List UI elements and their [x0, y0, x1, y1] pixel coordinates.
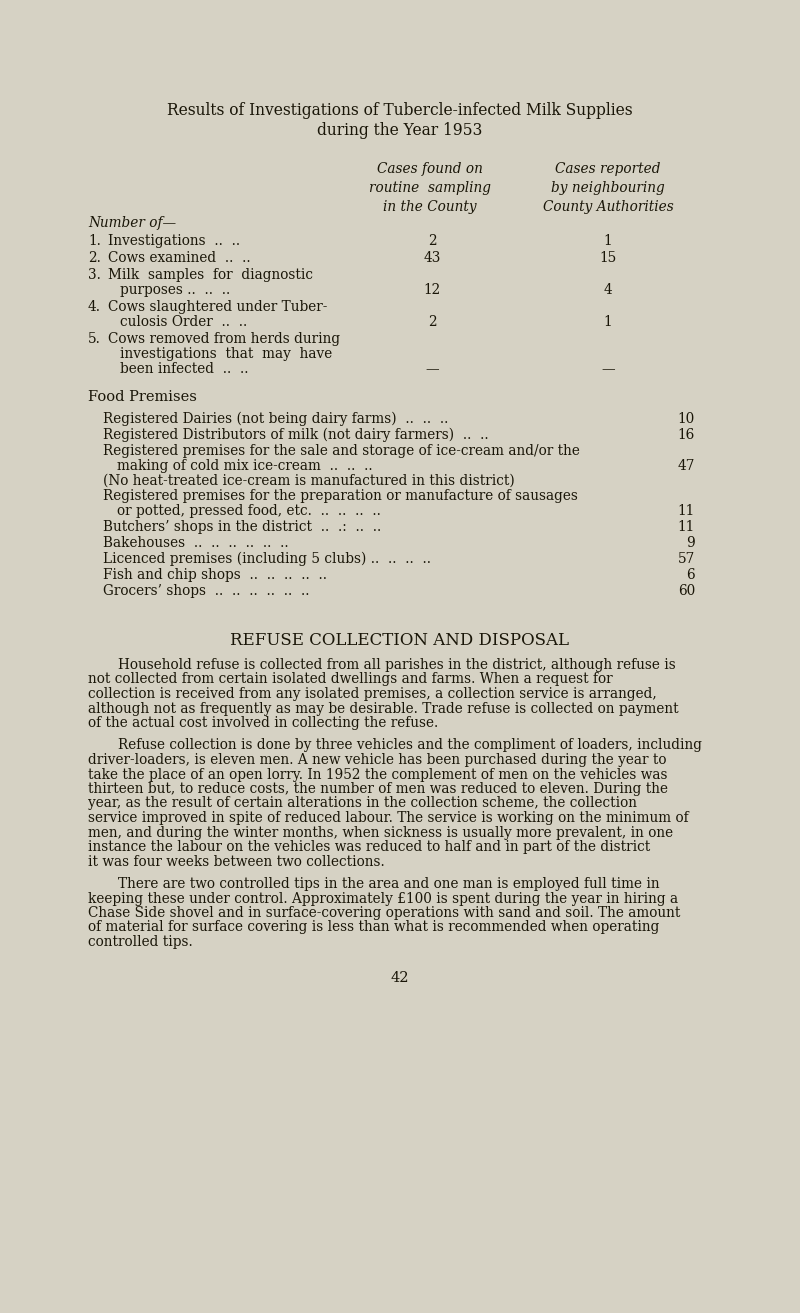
Text: keeping these under control. Approximately £100 is spent during the year in hiri: keeping these under control. Approximate… — [88, 892, 678, 906]
Text: Cows removed from herds during: Cows removed from herds during — [108, 332, 340, 347]
Text: of material for surface covering is less than what is recommended when operating: of material for surface covering is less… — [88, 920, 659, 935]
Text: Cows examined  ..  ..: Cows examined .. .. — [108, 251, 250, 265]
Text: investigations  that  may  have: investigations that may have — [120, 347, 332, 361]
Text: Cows slaughtered under Tuber-: Cows slaughtered under Tuber- — [108, 299, 327, 314]
Text: Registered premises for the sale and storage of ice-cream and/or the: Registered premises for the sale and sto… — [103, 444, 580, 458]
Text: Investigations  ..  ..: Investigations .. .. — [108, 234, 240, 248]
Text: not collected from certain isolated dwellings and farms. When a request for: not collected from certain isolated dwel… — [88, 672, 613, 687]
Text: 6: 6 — [686, 569, 695, 582]
Text: (No heat-treated ice-cream is manufactured in this district): (No heat-treated ice-cream is manufactur… — [103, 474, 514, 488]
Text: controlled tips.: controlled tips. — [88, 935, 193, 949]
Text: 57: 57 — [678, 551, 695, 566]
Text: There are two controlled tips in the area and one man is employed full time in: There are two controlled tips in the are… — [118, 877, 660, 892]
Text: 2: 2 — [428, 315, 436, 330]
Text: Cases reported
by neighbouring
County Authorities: Cases reported by neighbouring County Au… — [542, 161, 674, 214]
Text: take the place of an open lorry. In 1952 the complement of men on the vehicles w: take the place of an open lorry. In 1952… — [88, 768, 667, 781]
Text: Registered premises for the preparation or manufacture of sausages: Registered premises for the preparation … — [103, 488, 578, 503]
Text: culosis Order  ..  ..: culosis Order .. .. — [120, 315, 247, 330]
Text: 11: 11 — [678, 504, 695, 519]
Text: 43: 43 — [423, 251, 441, 265]
Text: although not as frequently as may be desirable. Trade refuse is collected on pay: although not as frequently as may be des… — [88, 701, 678, 716]
Text: Fish and chip shops  ..  ..  ..  ..  ..: Fish and chip shops .. .. .. .. .. — [103, 569, 327, 582]
Text: purposes ..  ..  ..: purposes .. .. .. — [120, 284, 230, 297]
Text: 10: 10 — [678, 412, 695, 425]
Text: Refuse collection is done by three vehicles and the compliment of loaders, inclu: Refuse collection is done by three vehic… — [118, 738, 702, 752]
Text: —: — — [601, 362, 615, 376]
Text: it was four weeks between two collections.: it was four weeks between two collection… — [88, 855, 385, 868]
Text: 3.: 3. — [88, 268, 101, 282]
Text: Milk  samples  for  diagnostic: Milk samples for diagnostic — [108, 268, 313, 282]
Text: Butchers’ shops in the district  ..  .:  ..  ..: Butchers’ shops in the district .. .: ..… — [103, 520, 382, 534]
Text: of the actual cost involved in collecting the refuse.: of the actual cost involved in collectin… — [88, 716, 438, 730]
Text: Registered Distributors of milk (not dairy farmers)  ..  ..: Registered Distributors of milk (not dai… — [103, 428, 489, 442]
Text: 4: 4 — [604, 284, 612, 297]
Text: thirteen but, to reduce costs, the number of men was reduced to eleven. During t: thirteen but, to reduce costs, the numbe… — [88, 783, 668, 796]
Text: REFUSE COLLECTION AND DISPOSAL: REFUSE COLLECTION AND DISPOSAL — [230, 632, 570, 649]
Text: Registered Dairies (not being dairy farms)  ..  ..  ..: Registered Dairies (not being dairy farm… — [103, 412, 448, 427]
Text: Grocers’ shops  ..  ..  ..  ..  ..  ..: Grocers’ shops .. .. .. .. .. .. — [103, 584, 310, 597]
Text: Household refuse is collected from all parishes in the district, although refuse: Household refuse is collected from all p… — [118, 658, 676, 672]
Text: 47: 47 — [678, 460, 695, 473]
Text: Number of—: Number of— — [88, 217, 176, 230]
Text: 42: 42 — [390, 972, 410, 986]
Text: Results of Investigations of Tubercle-infected Milk Supplies: Results of Investigations of Tubercle-in… — [167, 102, 633, 119]
Text: service improved in spite of reduced labour. The service is working on the minim: service improved in spite of reduced lab… — [88, 811, 689, 825]
Text: Food Premises: Food Premises — [88, 390, 197, 404]
Text: men, and during the winter months, when sickness is usually more prevalent, in o: men, and during the winter months, when … — [88, 826, 673, 839]
Text: 1: 1 — [604, 234, 612, 248]
Text: 16: 16 — [678, 428, 695, 442]
Text: making of cold mix ice-cream  ..  ..  ..: making of cold mix ice-cream .. .. .. — [117, 460, 373, 473]
Text: driver-loaders, is eleven men. A new vehicle has been purchased during the year : driver-loaders, is eleven men. A new veh… — [88, 752, 666, 767]
Text: 12: 12 — [423, 284, 441, 297]
Text: —: — — [425, 362, 439, 376]
Text: 9: 9 — [686, 536, 695, 550]
Text: 15: 15 — [599, 251, 617, 265]
Text: 2.: 2. — [88, 251, 101, 265]
Text: 5.: 5. — [88, 332, 101, 347]
Text: during the Year 1953: during the Year 1953 — [318, 122, 482, 139]
Text: 1: 1 — [604, 315, 612, 330]
Text: 1.: 1. — [88, 234, 101, 248]
Text: Licenced premises (including 5 clubs) ..  ..  ..  ..: Licenced premises (including 5 clubs) ..… — [103, 551, 431, 566]
Text: 60: 60 — [678, 584, 695, 597]
Text: Cases found on
routine  sampling
in the County: Cases found on routine sampling in the C… — [369, 161, 491, 214]
Text: Chase Side shovel and in surface-covering operations with sand and soil. The amo: Chase Side shovel and in surface-coverin… — [88, 906, 680, 920]
Text: 2: 2 — [428, 234, 436, 248]
Text: year, as the result of certain alterations in the collection scheme, the collect: year, as the result of certain alteratio… — [88, 797, 637, 810]
Text: instance the labour on the vehicles was reduced to half and in part of the distr: instance the labour on the vehicles was … — [88, 840, 650, 853]
Text: been infected  ..  ..: been infected .. .. — [120, 362, 249, 376]
Text: collection is received from any isolated premises, a collection service is arran: collection is received from any isolated… — [88, 687, 657, 701]
Text: 4.: 4. — [88, 299, 101, 314]
Text: or potted, pressed food, etc.  ..  ..  ..  ..: or potted, pressed food, etc. .. .. .. .… — [117, 504, 381, 519]
Text: Bakehouses  ..  ..  ..  ..  ..  ..: Bakehouses .. .. .. .. .. .. — [103, 536, 289, 550]
Text: 11: 11 — [678, 520, 695, 534]
